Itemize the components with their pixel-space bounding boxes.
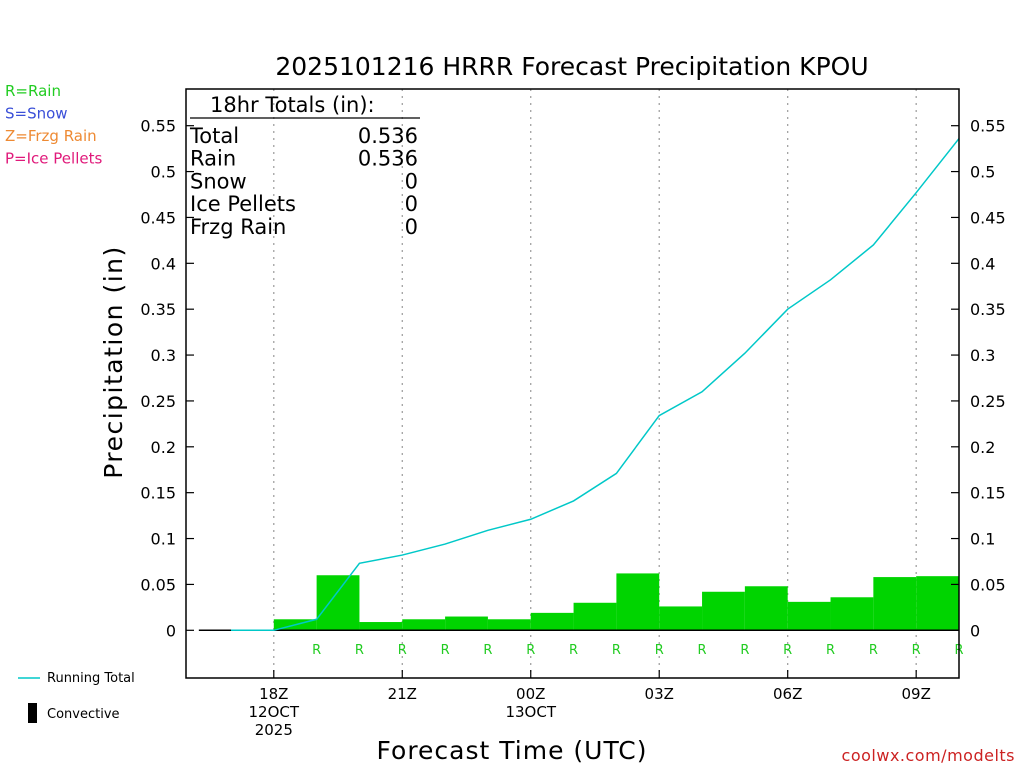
precip-type-label: R bbox=[740, 643, 749, 658]
type-legend-item: P=Ice Pellets bbox=[5, 150, 102, 168]
precip-type-label: R bbox=[783, 643, 792, 658]
precip-type-legend: R=Rain S=Snow Z=Frzg Rain P=Ice Pellets bbox=[5, 82, 102, 168]
type-legend-item: Z=Frzg Rain bbox=[5, 127, 97, 145]
totals-row-label: Total bbox=[189, 124, 239, 148]
precip-type-label: R bbox=[912, 643, 921, 658]
y-tick-label-right: 0.4 bbox=[970, 254, 995, 273]
precip-bar bbox=[616, 573, 660, 631]
x-tick-label: 21Z bbox=[388, 685, 417, 703]
type-legend-item: S=Snow bbox=[5, 105, 68, 123]
precip-type-label: R bbox=[869, 643, 878, 658]
totals-heading: 18hr Totals (in): bbox=[210, 93, 375, 117]
y-tick-label-right: 0.35 bbox=[970, 300, 1006, 319]
chart-title: 2025101216 HRRR Forecast Precipitation K… bbox=[275, 52, 868, 81]
totals-row-value: 0.536 bbox=[358, 124, 418, 148]
y-tick-label-left: 0.05 bbox=[140, 575, 176, 594]
gridlines bbox=[273, 89, 917, 678]
y-tick-label-left: 0.45 bbox=[140, 208, 176, 227]
y-tick-label-left: 0.25 bbox=[140, 392, 176, 411]
y-tick-label-left: 0.1 bbox=[151, 530, 176, 549]
plot-frame bbox=[185, 88, 960, 679]
precip-type-label: R bbox=[441, 643, 450, 658]
totals-row-value: 0 bbox=[405, 192, 418, 216]
y-tick-label-left: 0.35 bbox=[140, 300, 176, 319]
totals-row-value: 0.536 bbox=[358, 147, 418, 171]
precip-bar bbox=[916, 576, 959, 631]
x-tick-label: 00Z bbox=[516, 685, 545, 703]
precip-bar bbox=[487, 619, 531, 631]
totals-row-label: Ice Pellets bbox=[190, 192, 296, 216]
y-axis-label: Precipitation (in) bbox=[99, 245, 128, 479]
y-tick-label-right: 0.55 bbox=[970, 117, 1006, 136]
precip-bar bbox=[873, 577, 917, 631]
y-tick-label-left: 0.15 bbox=[140, 484, 176, 503]
totals-row-label: Snow bbox=[190, 169, 247, 193]
totals-box: 18hr Totals (in): Total 0.536 Rain 0.536 Sno… bbox=[189, 93, 420, 239]
y-tick-label-left: 0.55 bbox=[140, 117, 176, 136]
running-total-line bbox=[230, 138, 960, 632]
precip-type-label: R bbox=[398, 643, 407, 658]
y-tick-label-left: 0.2 bbox=[151, 438, 176, 457]
y-tick-label-left: 0.5 bbox=[151, 163, 176, 182]
precip-type-label: R bbox=[312, 643, 321, 658]
precip-type-label: R bbox=[612, 643, 621, 658]
precip-bar bbox=[530, 612, 574, 631]
hourly-bars bbox=[273, 573, 959, 631]
y-tick-label-left: 0 bbox=[166, 621, 176, 640]
y-axis-right: 0 0.05 0.1 0.15 0.2 0.25 0.3 0.35 0.4 0.45 0.5 0.55 bbox=[951, 117, 1006, 640]
totals-row-value: 0 bbox=[405, 169, 418, 193]
precip-bar bbox=[445, 616, 488, 631]
x-tick-label: 09Z bbox=[901, 685, 930, 703]
precip-bar bbox=[659, 606, 703, 631]
precip-type-label: R bbox=[355, 643, 364, 658]
y-tick-label-right: 0.05 bbox=[970, 575, 1006, 594]
totals-row-label: Frzg Rain bbox=[190, 215, 286, 239]
y-tick-label-left: 0.4 bbox=[151, 254, 176, 273]
bottom-legend: Running Total Convective bbox=[18, 671, 135, 723]
precip-type-label: R bbox=[526, 643, 535, 658]
y-tick-label-right: 0.2 bbox=[970, 438, 995, 457]
precip-bar bbox=[744, 586, 788, 631]
precip-bar bbox=[359, 622, 403, 631]
y-tick-label-right: 0.25 bbox=[970, 392, 1006, 411]
x-tick-label: 2025 bbox=[255, 721, 293, 739]
precip-type-label: R bbox=[698, 643, 707, 658]
precip-type-label: R bbox=[569, 643, 578, 658]
totals-row-label: Rain bbox=[190, 147, 236, 171]
x-tick-label: 12OCT bbox=[249, 703, 300, 721]
convective-swatch bbox=[28, 703, 37, 723]
precip-type-label: R bbox=[826, 643, 835, 658]
source-credit: coolwx.com/modelts bbox=[842, 746, 1015, 765]
precip-bar bbox=[402, 619, 446, 631]
y-tick-label-right: 0.1 bbox=[970, 530, 995, 549]
y-tick-label-right: 0 bbox=[970, 621, 980, 640]
y-tick-label-right: 0.5 bbox=[970, 163, 995, 182]
precip-bar bbox=[830, 597, 874, 631]
x-tick-label: 03Z bbox=[645, 685, 674, 703]
x-tick-label: 06Z bbox=[773, 685, 802, 703]
precip-bar bbox=[316, 575, 360, 631]
x-tick-label: 13OCT bbox=[505, 703, 556, 721]
totals-row-value: 0 bbox=[405, 215, 418, 239]
precip-bar bbox=[787, 601, 831, 631]
precip-type-label: R bbox=[655, 643, 664, 658]
y-tick-label-left: 0.3 bbox=[151, 346, 176, 365]
y-axis-left: 0 0.05 0.1 0.15 0.2 0.25 0.3 0.35 0.4 0.45 0.5 0.55 bbox=[140, 117, 194, 640]
x-axis-label: Forecast Time (UTC) bbox=[377, 736, 648, 765]
convective-legend-label: Convective bbox=[47, 707, 120, 722]
y-tick-label-right: 0.45 bbox=[970, 208, 1006, 227]
precip-bar bbox=[702, 591, 745, 631]
y-tick-label-right: 0.15 bbox=[970, 484, 1006, 503]
precip-type-label: R bbox=[483, 643, 492, 658]
type-legend-item: R=Rain bbox=[5, 82, 61, 100]
x-tick-label: 18Z bbox=[259, 685, 288, 703]
running-total-legend-label: Running Total bbox=[47, 671, 135, 686]
y-tick-label-right: 0.3 bbox=[970, 346, 995, 365]
precip-bar bbox=[573, 602, 617, 631]
